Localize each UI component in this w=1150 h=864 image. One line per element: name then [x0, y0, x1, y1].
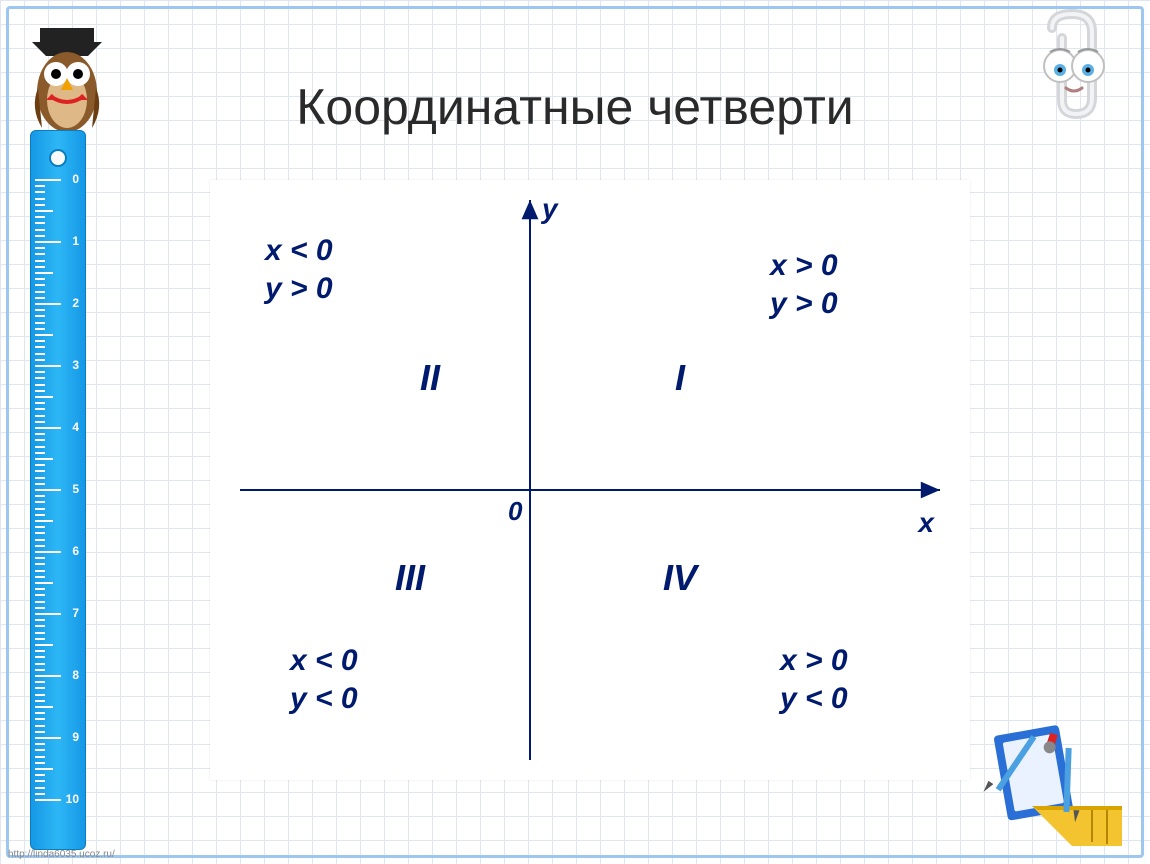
footer-link: http://linda6035.ucoz.ru/ — [8, 849, 115, 860]
svg-text:y < 0: y < 0 — [288, 682, 358, 715]
svg-text:y: y — [540, 193, 559, 224]
svg-text:y < 0: y < 0 — [778, 682, 848, 715]
coordinate-quadrants-diagram: y x 0 Ix > 0 y > 0 II x < 0 y > 0 III x < 0 y < 0 I… — [210, 180, 970, 780]
svg-text:IV: IV — [663, 557, 700, 598]
svg-text:x > 0: x > 0 — [778, 644, 848, 677]
svg-text:x < 0: x < 0 — [288, 644, 358, 677]
svg-text:y > 0: y > 0 — [768, 287, 838, 320]
svg-text:0: 0 — [508, 496, 523, 526]
svg-text:III: III — [395, 557, 426, 598]
math-tools-icon — [962, 716, 1122, 846]
svg-text:x > 0: x > 0 — [768, 249, 838, 282]
ruler-decoration: 012345678910 — [30, 130, 86, 850]
svg-text:II: II — [420, 357, 441, 398]
svg-text:I: I — [675, 357, 686, 398]
svg-text:x < 0: x < 0 — [263, 234, 333, 267]
owl-icon — [22, 28, 112, 138]
svg-text:y > 0: y > 0 — [263, 272, 333, 305]
svg-text:x: x — [916, 507, 935, 538]
paperclip-icon — [1022, 8, 1122, 138]
page-title: Координатные четверти — [0, 78, 1150, 136]
